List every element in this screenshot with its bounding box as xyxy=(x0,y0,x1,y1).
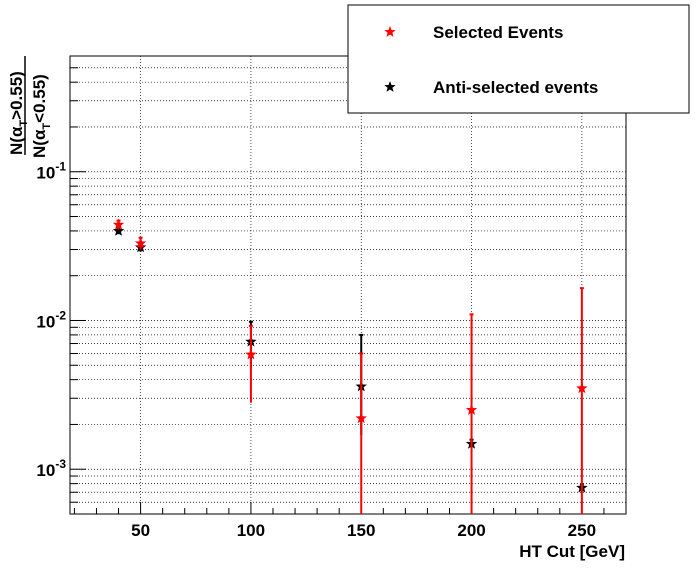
y-tick-label: 10-2 xyxy=(36,308,66,331)
axis-tick-labels: 50 100 150 200 250 10-3 10-2 10-1 xyxy=(36,160,596,540)
legend-box xyxy=(347,4,690,114)
x-tick-label: 100 xyxy=(237,521,265,540)
x-tick-label: 200 xyxy=(457,521,485,540)
legend-marker-selected-events xyxy=(384,26,396,37)
series-selected-events xyxy=(112,218,588,514)
x-tick-label: 250 xyxy=(568,521,596,540)
data-point-star xyxy=(465,404,478,415)
x-tick-label: 50 xyxy=(131,521,150,540)
legend-star-icon xyxy=(384,81,396,92)
legend: Selected Events Anti-selected events xyxy=(347,4,690,114)
svg-text:N(αT>0.55): N(αT>0.55) xyxy=(7,71,30,155)
y-tick-label: 10-3 xyxy=(36,457,66,480)
x-tick-label: 150 xyxy=(347,521,375,540)
legend-label-selected-events: Selected Events xyxy=(433,23,563,42)
data-point-star xyxy=(112,218,125,230)
legend-marker-anti-selected-events xyxy=(384,81,396,92)
legend-item-anti-selected-events: Anti-selected events xyxy=(384,78,598,97)
legend-star-icon xyxy=(384,26,396,37)
x-axis-title: HT Cut [GeV] xyxy=(519,542,625,561)
data-point-star xyxy=(112,224,125,236)
y-tick-label: 10-1 xyxy=(36,160,66,183)
y-axis-title-numerator: N(αT>0.55) xyxy=(7,71,30,155)
legend-label-anti-selected-events: Anti-selected events xyxy=(433,78,598,97)
y-axis-title-denominator: N(αT<0.55) xyxy=(30,74,53,158)
y-axis-title: N(αT>0.55) N(αT<0.55) xyxy=(7,56,53,158)
series-layer xyxy=(112,218,588,514)
data-point-star xyxy=(134,237,147,249)
data-point-star xyxy=(245,348,257,360)
svg-text:N(αT<0.55): N(αT<0.55) xyxy=(30,74,53,158)
data-point-star xyxy=(355,412,367,424)
legend-item-selected-events: Selected Events xyxy=(384,23,563,42)
data-point-star xyxy=(576,382,588,394)
